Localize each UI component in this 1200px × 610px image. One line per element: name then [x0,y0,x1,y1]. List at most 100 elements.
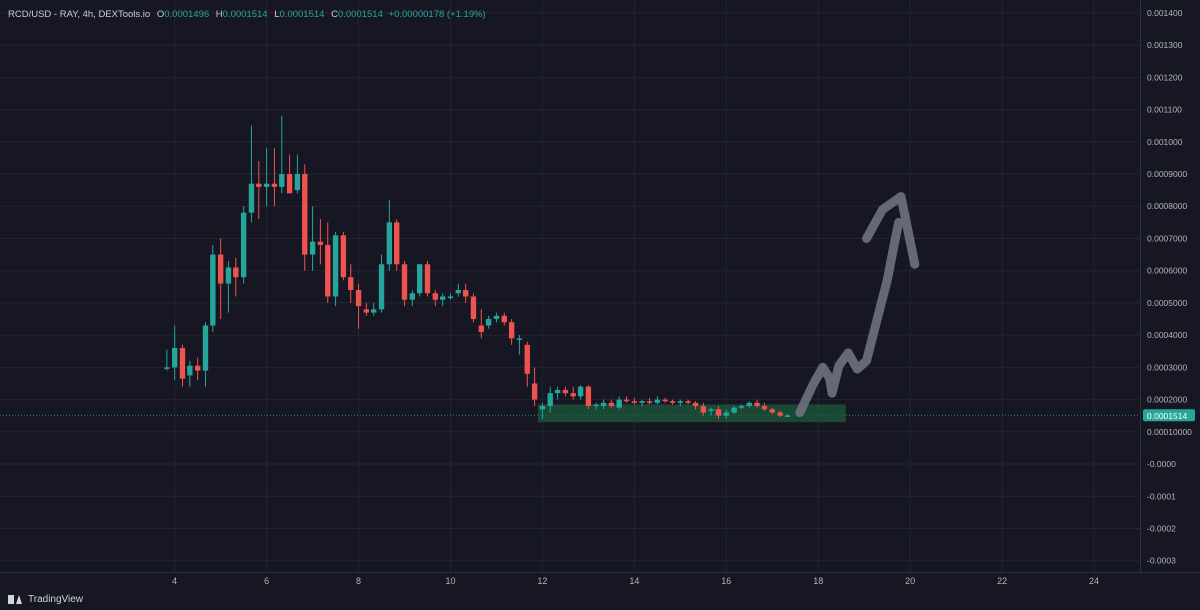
candle-body [769,409,775,413]
candle-body [715,409,722,416]
candle-body [302,174,308,255]
candle [225,261,232,313]
candle-body [616,399,622,408]
candle [432,290,438,307]
candle [164,349,170,371]
candle-body [516,338,523,340]
y-tick-label: -0.0002 [1147,523,1176,533]
candle-body [439,296,446,300]
y-tick-label: 0.001000 [1147,137,1183,147]
candle-body [210,254,216,326]
candle [256,161,262,220]
support-zone-box [537,404,846,423]
candle-body [554,389,561,394]
candle [409,290,416,307]
y-tick-label: -0.0000 [1147,459,1176,469]
candle-body [225,267,232,284]
candle [493,312,500,323]
x-tick-label: 14 [629,576,639,586]
candle-body [685,401,691,403]
candle [593,402,599,410]
candle-body [164,367,170,369]
hand-drawn-arrow-shaft [795,217,904,417]
candle [639,399,645,407]
candle-body [256,183,262,187]
tradingview-logo[interactable]: TradingView [8,594,83,605]
candle [600,399,607,410]
candle [279,116,285,194]
legend-close-value: 0.0001514 [337,9,383,20]
candle-body [378,264,385,310]
candle-body [692,402,699,407]
candle-body [447,296,454,298]
candle [363,302,370,316]
candles-layer [164,116,791,419]
candle [470,293,477,323]
candle-body [593,404,599,407]
candle [317,219,324,265]
y-tick-label: 0.00010000 [1147,427,1192,437]
drawing-layer [795,192,920,417]
candle [179,344,186,387]
candle [187,360,193,387]
candle [585,385,592,410]
candle [263,148,270,207]
x-tick-label: 24 [1089,576,1099,586]
candle [677,399,684,407]
x-tick-label: 16 [721,576,731,586]
candle [562,386,569,397]
candle [194,357,201,381]
y-tick-label: 0.0006000 [1147,266,1187,276]
candle-body [669,401,676,403]
y-tick-label: 0.001400 [1147,8,1183,18]
candle-body [371,309,377,313]
candle-body [639,401,645,403]
candle [715,406,722,419]
candle [746,401,752,408]
candle-body [531,383,538,400]
y-tick-label: 0.001300 [1147,40,1183,50]
y-tick-label: 0.0005000 [1147,298,1187,308]
x-tick-label: 10 [445,576,455,586]
candle-body [279,174,285,187]
candle-body [608,402,615,407]
x-tick-label: 18 [813,576,823,586]
candle-body [194,365,201,371]
candle-body [325,244,331,297]
legend-high-value: 0.0001514 [222,9,268,20]
y-tick-label: 0.0003000 [1147,362,1187,372]
candle-body [294,174,301,191]
candle-body [340,235,347,278]
candle-body [171,348,178,368]
candle [631,397,638,405]
candle-body [179,348,186,379]
candle [669,399,676,405]
candle-body [508,322,515,339]
last-price-tag [1143,409,1195,422]
candle [348,264,354,303]
candle-body [631,401,638,403]
x-tick-label: 20 [905,576,915,586]
candle [616,396,622,410]
candle [608,399,615,408]
legend-change: +0.00000178 (+1.19%) [388,9,486,20]
candle [386,199,393,271]
candle [233,257,239,297]
candle [309,206,316,271]
tradingview-brand-text: TradingView [28,594,84,605]
candle-body [240,212,247,278]
candle-body [700,406,706,413]
candle-body [332,235,339,297]
candle [754,399,760,408]
candle [623,396,630,403]
candle [478,309,484,339]
candle-body [309,241,316,255]
candle [462,283,469,303]
candle [439,293,446,307]
legend-high-label: H [215,9,223,20]
candle [240,206,247,284]
candle [769,407,775,415]
candle [271,148,278,207]
candle-body [623,399,630,402]
